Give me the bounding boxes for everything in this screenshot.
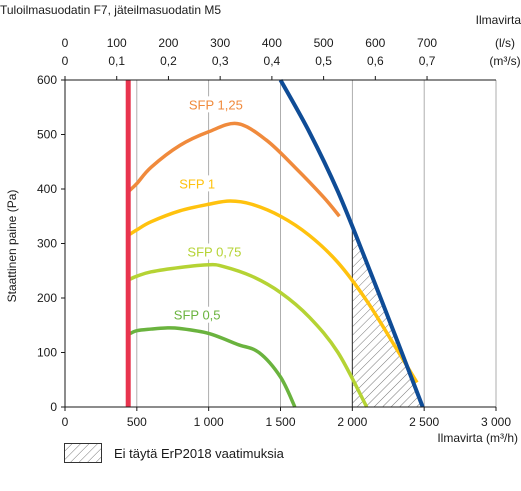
x-axis-title: Ilmavirta (m³/h) <box>437 431 518 445</box>
y-tick-label: 100 <box>37 346 57 360</box>
top-tick-label-ls: 500 <box>314 36 334 50</box>
y-tick-label: 0 <box>50 400 57 414</box>
top-tick-label-m3s: 0,2 <box>160 54 177 68</box>
series-label-bg <box>175 175 219 192</box>
top-tick-label-ls: 0 <box>62 36 69 50</box>
x-tick-label: 0 <box>62 415 69 429</box>
top-tick-label-m3s: 0,4 <box>264 54 281 68</box>
top-tick-label-m3s: 0,1 <box>108 54 125 68</box>
series-label-bg <box>168 306 227 323</box>
y-tick-label: 300 <box>37 237 57 251</box>
top-tick-label-m3s: 0 <box>62 54 69 68</box>
y-axis-title: Staattinen paine (Pa) <box>5 190 19 303</box>
series-line-max <box>278 79 425 408</box>
legend-label: Ei täytä ErP2018 vaatimuksia <box>114 445 284 461</box>
hatch-swatch <box>64 443 102 463</box>
top-tick-label-ls: 400 <box>262 36 282 50</box>
grid <box>136 80 497 407</box>
series-line-sfp-1 <box>127 199 419 384</box>
top-tick-label-m3s: 0,7 <box>419 54 436 68</box>
x-tick-label: 2 500 <box>409 415 439 429</box>
top-axis-title: Ilmavirta <box>476 13 521 27</box>
top-tick-label-ls: 700 <box>417 36 437 50</box>
top-tick-label-ls: 600 <box>365 36 385 50</box>
top-tick-label-m3s: 0,6 <box>367 54 384 68</box>
series-labels: SFP 1,25 SFP 1 SFP 0,75 SFP 0,5 <box>168 96 249 323</box>
axes: 0 500 1 000 1 500 2 000 2 500 3 000 0 100 200 300 4… <box>37 36 511 429</box>
x-tick-label: 2 000 <box>337 415 367 429</box>
top-tick-label-ls: 200 <box>158 36 178 50</box>
chart-title: Tuloilmasuodatin F7, jäteilmasuodatin M5 <box>0 3 221 17</box>
y-tick-label: 400 <box>37 182 57 196</box>
top-tick-label-ls: 300 <box>210 36 230 50</box>
series-group <box>125 79 425 408</box>
series-line-sfp-0-5 <box>127 326 297 408</box>
y-tick-label: 200 <box>37 291 57 305</box>
legend: Ei täytä ErP2018 vaatimuksia <box>64 441 284 465</box>
x-tick-label: 1 500 <box>265 415 295 429</box>
top-tick-label-ls: 100 <box>107 36 127 50</box>
series-label: SFP 1 <box>179 176 215 191</box>
series-label: SFP 0,75 <box>187 244 241 259</box>
series-label: SFP 1,25 <box>189 97 243 112</box>
series-line-sfp-0-75 <box>127 262 369 408</box>
y-tick-label: 600 <box>37 73 57 87</box>
top-axis-units-m3s: (m³/s) <box>489 54 520 68</box>
series-label-bg <box>183 96 249 113</box>
x-tick-label: 3 000 <box>481 415 511 429</box>
y-tick-label: 500 <box>37 128 57 142</box>
series-line-sfp-1-25 <box>127 121 341 218</box>
x-tick-label: 1 000 <box>194 415 224 429</box>
top-tick-label-m3s: 0,3 <box>212 54 229 68</box>
x-tick-label: 500 <box>127 415 147 429</box>
series-label-bg <box>181 243 248 260</box>
top-axis-units-ls: (l/s) <box>495 36 515 50</box>
top-tick-label-m3s: 0,5 <box>315 54 332 68</box>
series-label: SFP 0,5 <box>174 308 221 323</box>
